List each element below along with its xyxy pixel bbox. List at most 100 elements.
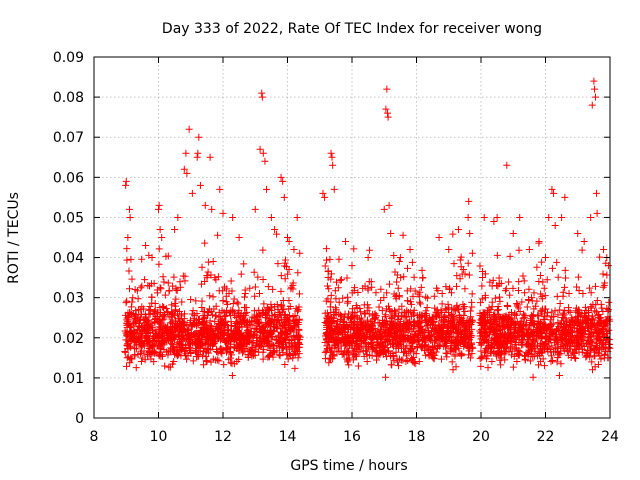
data-point: [228, 287, 236, 295]
y-tick-label: 0.04: [53, 251, 84, 267]
data-point: [203, 346, 211, 354]
data-point: [553, 258, 561, 266]
data-point: [600, 246, 608, 254]
data-point: [451, 337, 459, 345]
data-point: [155, 323, 163, 331]
data-point: [350, 245, 358, 253]
data-point: [516, 348, 524, 356]
data-point: [382, 311, 390, 319]
data-point: [212, 325, 220, 333]
data-point: [150, 279, 158, 287]
data-point: [575, 287, 583, 295]
data-point: [327, 275, 335, 283]
data-point: [246, 346, 254, 354]
data-point: [194, 149, 202, 157]
data-point: [246, 338, 254, 346]
data-point: [566, 308, 574, 316]
data-point: [259, 355, 267, 363]
data-point: [264, 353, 272, 361]
data-point: [554, 273, 562, 281]
data-point: [211, 335, 219, 343]
y-tick-label: 0.03: [53, 291, 84, 307]
data-point: [289, 354, 297, 362]
data-point: [416, 298, 424, 306]
data-point: [590, 77, 598, 85]
data-point: [327, 149, 335, 157]
data-point: [433, 284, 441, 292]
data-point: [123, 316, 131, 324]
data-point: [488, 298, 496, 306]
data-point: [211, 318, 219, 326]
data-point: [188, 333, 196, 341]
data-point: [184, 329, 192, 337]
data-point: [341, 329, 349, 337]
data-point: [155, 205, 162, 213]
data-point: [263, 327, 271, 335]
data-point: [355, 315, 363, 323]
x-tick-label: 12: [214, 429, 232, 445]
data-point: [141, 319, 149, 327]
data-point: [407, 300, 415, 308]
data-point: [432, 311, 440, 319]
data-point: [536, 271, 544, 279]
data-point: [285, 318, 293, 326]
data-point: [493, 306, 501, 314]
data-point: [386, 318, 394, 326]
data-point: [331, 287, 339, 295]
data-point: [124, 340, 132, 348]
data-point: [424, 294, 432, 302]
data-point: [377, 340, 385, 348]
data-point: [456, 319, 464, 327]
data-point: [564, 351, 572, 359]
data-point: [367, 317, 375, 325]
data-point: [198, 332, 206, 340]
data-point: [362, 347, 370, 355]
data-point: [165, 347, 173, 355]
data-point: [267, 213, 275, 221]
data-point: [123, 245, 131, 253]
data-point: [172, 332, 180, 340]
data-point: [149, 332, 157, 340]
data-point: [206, 292, 214, 300]
data-point: [274, 260, 282, 268]
data-point: [440, 320, 448, 328]
data-point: [414, 320, 422, 328]
data-point: [287, 327, 295, 335]
data-point: [593, 297, 601, 305]
data-point: [208, 205, 216, 213]
data-point: [503, 161, 511, 169]
data-point: [151, 337, 159, 345]
y-tick-label: 0.05: [53, 210, 84, 226]
data-point: [276, 333, 284, 341]
data-point: [338, 334, 346, 342]
data-point: [327, 291, 335, 299]
data-point: [391, 268, 399, 276]
data-point: [574, 229, 582, 237]
data-point: [170, 273, 178, 281]
data-point: [126, 359, 134, 367]
data-point: [142, 328, 150, 336]
data-point: [358, 336, 366, 344]
data-point: [295, 315, 303, 323]
data-point: [138, 354, 146, 362]
data-point: [482, 313, 490, 321]
data-point: [205, 339, 213, 347]
data-point: [376, 346, 384, 354]
data-point: [178, 298, 186, 306]
data-point: [253, 316, 261, 324]
data-point: [204, 349, 212, 357]
data-point: [198, 263, 206, 271]
data-point: [374, 335, 382, 343]
data-point: [443, 342, 451, 350]
data-point: [466, 328, 474, 336]
data-point: [493, 281, 501, 289]
data-point: [378, 339, 386, 347]
data-point: [592, 282, 600, 290]
data-point: [279, 177, 287, 185]
data-point: [146, 302, 154, 310]
data-point: [506, 291, 514, 299]
data-point: [565, 307, 573, 315]
data-point: [458, 350, 466, 358]
data-point: [267, 300, 275, 308]
data-point: [192, 341, 200, 349]
